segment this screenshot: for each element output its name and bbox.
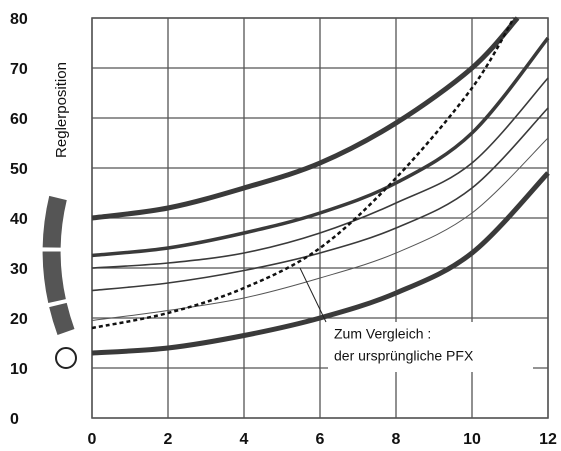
x-tick-label: 10 [463, 431, 481, 448]
y-tick-label: 60 [10, 111, 28, 128]
y-tick-label: 80 [10, 11, 28, 28]
x-tick-label: 4 [240, 431, 249, 448]
y-tick-label: 0 [10, 411, 19, 428]
x-tick-label: 2 [164, 431, 173, 448]
chart: Reglerposition Zum Vergleich : der urspr… [0, 0, 561, 451]
x-tick-label: 0 [88, 431, 97, 448]
y-tick-label: 30 [10, 261, 28, 278]
y-tick-label: 70 [10, 61, 28, 78]
y-axis-label: Reglerposition [53, 62, 70, 158]
annotation: der ursprüngliche PFX [334, 348, 474, 364]
y-tick-label: 50 [10, 161, 28, 178]
y-tick-label: 10 [10, 361, 28, 378]
x-tick-label: 12 [539, 431, 557, 448]
x-tick-label: 8 [392, 431, 401, 448]
scale-arc [52, 198, 66, 332]
y-tick-label: 40 [10, 211, 28, 228]
y-tick-label: 20 [10, 311, 28, 328]
scale-circle [56, 348, 76, 368]
curve [92, 18, 514, 328]
annotation-pointer [300, 268, 326, 322]
x-tick-label: 6 [316, 431, 325, 448]
annotation: Zum Vergleich : [334, 326, 431, 342]
